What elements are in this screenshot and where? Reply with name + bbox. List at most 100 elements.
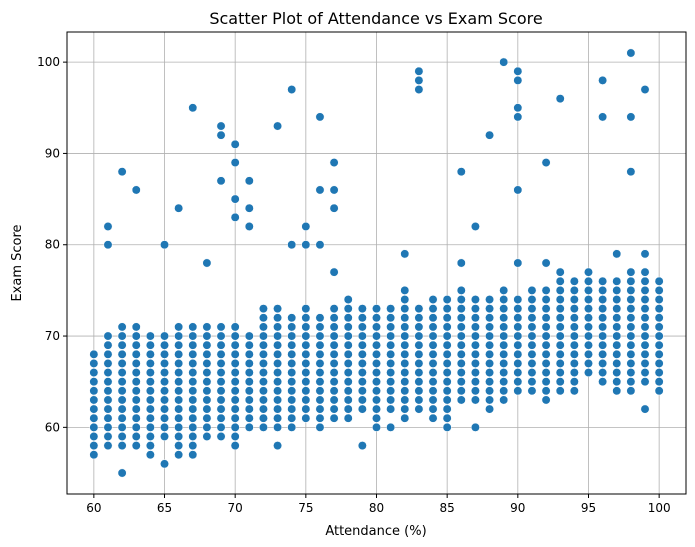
data-point [287, 340, 297, 350]
data-point [230, 368, 240, 378]
data-point [584, 331, 593, 341]
data-point [372, 349, 381, 359]
y-tick-label: 100 [37, 55, 60, 69]
data-point [470, 422, 480, 432]
data-point [103, 340, 113, 350]
data-point [442, 395, 452, 405]
data-point [372, 368, 381, 378]
data-point [174, 422, 184, 432]
data-point [414, 368, 424, 378]
points [89, 48, 664, 478]
data-point [216, 368, 226, 378]
data-point [230, 432, 240, 441]
data-point [145, 331, 155, 341]
data-point [626, 267, 636, 277]
data-point [145, 377, 155, 387]
data-point [555, 267, 565, 277]
data-point [372, 340, 381, 350]
data-point [541, 358, 551, 368]
data-point [414, 304, 424, 314]
data-point [357, 304, 367, 314]
data-point [386, 422, 396, 432]
data-point [315, 313, 325, 323]
data-point [640, 340, 650, 350]
data-point [569, 331, 579, 341]
data-point [414, 313, 424, 323]
data-point [386, 386, 396, 396]
data-point [103, 386, 113, 396]
data-point [273, 441, 283, 451]
data-point [301, 377, 311, 387]
data-point [202, 340, 212, 350]
data-point [174, 413, 184, 423]
data-point [485, 304, 495, 314]
data-point [456, 368, 466, 378]
data-point [442, 404, 452, 414]
data-point [400, 313, 410, 323]
data-point [329, 340, 339, 350]
data-point [329, 267, 339, 277]
data-point [612, 285, 622, 295]
data-point [89, 395, 99, 405]
data-point [273, 368, 283, 378]
data-point [202, 331, 212, 341]
data-point [555, 295, 565, 304]
data-point [230, 139, 240, 149]
data-point [230, 349, 240, 359]
data-point [117, 368, 127, 378]
data-point [654, 322, 664, 332]
data-point [343, 349, 353, 359]
data-point [470, 313, 480, 323]
data-point [456, 331, 466, 341]
data-point [569, 377, 579, 387]
data-point [584, 368, 593, 378]
data-point [386, 331, 396, 341]
data-point [541, 295, 551, 304]
data-point [244, 331, 254, 341]
data-point [485, 386, 495, 396]
data-point [258, 331, 268, 341]
data-point [329, 304, 339, 314]
data-point [640, 295, 650, 304]
data-point [513, 103, 523, 113]
data-point [654, 358, 664, 368]
data-point [654, 340, 664, 350]
data-point [414, 349, 424, 359]
data-point [428, 413, 438, 423]
data-point [287, 85, 297, 94]
data-point [131, 432, 141, 441]
data-point [584, 322, 593, 332]
data-point [499, 285, 509, 295]
data-point [174, 395, 184, 405]
data-point [301, 313, 311, 323]
data-point [103, 432, 113, 441]
data-point [145, 413, 155, 423]
data-point [527, 313, 537, 323]
data-point [273, 422, 283, 432]
data-point [244, 404, 254, 414]
data-point [258, 340, 268, 350]
data-point [555, 276, 565, 286]
data-point [202, 377, 212, 387]
data-point [329, 203, 339, 213]
data-point [612, 295, 622, 304]
data-point [428, 340, 438, 350]
data-point [541, 377, 551, 387]
data-point [640, 358, 650, 368]
data-point [188, 413, 198, 423]
data-point [640, 331, 650, 341]
data-point [428, 404, 438, 414]
data-point [301, 349, 311, 359]
data-point [442, 377, 452, 387]
data-point [343, 304, 353, 314]
data-point [626, 368, 636, 378]
data-point [428, 368, 438, 378]
data-point [216, 331, 226, 341]
data-point [513, 313, 523, 323]
data-point [640, 349, 650, 359]
data-point [612, 331, 622, 341]
data-point [598, 358, 608, 368]
data-point [569, 349, 579, 359]
data-point [145, 441, 155, 451]
data-point [329, 158, 339, 168]
